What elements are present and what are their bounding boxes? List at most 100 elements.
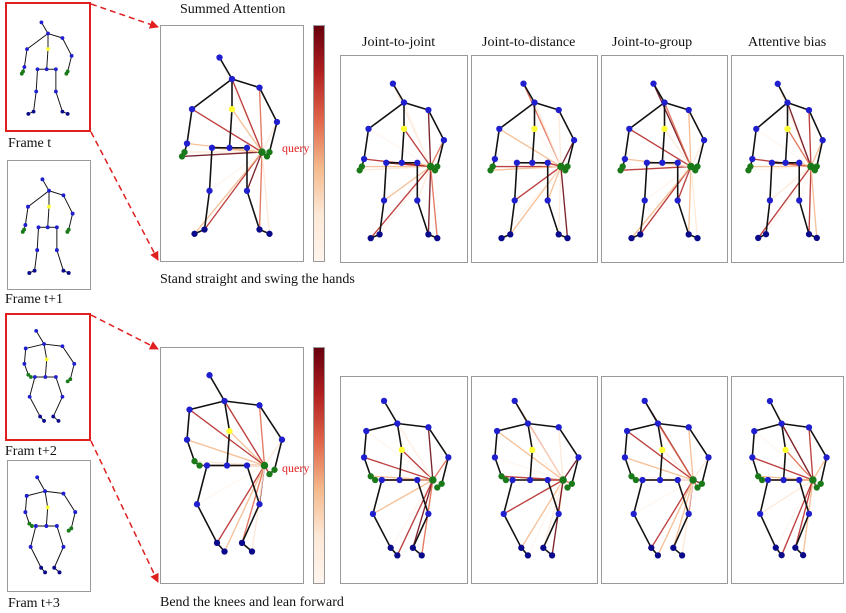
attention-arrow xyxy=(786,128,812,167)
joint-point xyxy=(796,476,803,484)
bone xyxy=(23,348,27,364)
joint-point xyxy=(53,67,58,72)
query-joint xyxy=(559,476,567,484)
joint-point xyxy=(568,480,576,487)
joint-point xyxy=(409,544,417,551)
attention-arrow xyxy=(753,430,814,481)
bone xyxy=(688,426,710,458)
bone xyxy=(36,477,46,492)
connector-bottom-2 xyxy=(90,440,159,583)
joint-point xyxy=(772,544,779,551)
attention-arrow xyxy=(500,166,562,239)
joint-point xyxy=(623,427,631,435)
frame-t2-thumbnail xyxy=(5,313,91,441)
bone xyxy=(780,423,787,451)
joint-point xyxy=(628,473,635,480)
joint-point xyxy=(39,565,44,570)
row1-joint-to-group-skeleton xyxy=(617,80,708,242)
joint-point xyxy=(367,473,374,480)
bone xyxy=(498,101,535,130)
attention-arrow xyxy=(560,166,569,239)
row1-query-label: query xyxy=(282,141,310,155)
bone xyxy=(226,431,231,466)
joint-point xyxy=(263,153,271,160)
bone xyxy=(416,479,430,515)
joint-point xyxy=(45,505,50,510)
bone xyxy=(657,422,689,429)
bone xyxy=(672,513,690,549)
joint-point xyxy=(520,80,527,87)
bone xyxy=(63,493,76,513)
joint-point xyxy=(555,106,562,114)
bone xyxy=(246,190,261,230)
bone xyxy=(787,101,810,111)
joint-point xyxy=(38,414,43,419)
attention-arrow xyxy=(794,479,814,548)
joint-point xyxy=(544,197,551,204)
joint-point xyxy=(398,159,405,166)
joint-point xyxy=(648,544,655,551)
row1-joint-to-joint-panel xyxy=(340,55,468,263)
joint-point xyxy=(805,510,813,517)
joint-point xyxy=(243,462,251,469)
bone xyxy=(30,525,37,547)
joint-point xyxy=(66,528,71,533)
bone xyxy=(56,249,64,271)
bone xyxy=(241,503,261,544)
joint-point xyxy=(42,342,46,346)
row2-joint-to-joint-panel xyxy=(340,376,468,584)
attention-arrow xyxy=(785,449,814,481)
joint-point xyxy=(745,167,752,174)
joint-point xyxy=(755,234,762,242)
query-joint xyxy=(689,476,697,484)
joint-point xyxy=(813,234,820,242)
bone xyxy=(513,162,518,201)
bone xyxy=(196,465,208,505)
joint-point xyxy=(630,510,637,518)
bone xyxy=(400,128,405,163)
bone xyxy=(659,449,664,481)
query-joint xyxy=(426,162,435,171)
bone xyxy=(35,330,45,345)
attention-arrow xyxy=(633,479,694,515)
attention-arrow xyxy=(808,110,812,167)
attention-arrow xyxy=(503,479,564,515)
attention-arrow xyxy=(203,151,263,230)
joint-point xyxy=(782,159,789,166)
bone xyxy=(416,200,430,235)
bone xyxy=(231,78,260,89)
joint-point xyxy=(507,231,514,238)
bone xyxy=(398,449,403,481)
joint-point xyxy=(35,475,40,480)
bone xyxy=(751,431,756,458)
joint-point xyxy=(60,36,65,40)
attention-arrow xyxy=(531,449,564,481)
attention-arrow xyxy=(427,166,432,235)
attention-arrow xyxy=(241,465,266,544)
bone xyxy=(29,376,36,397)
joint-point xyxy=(226,427,233,435)
joint-point xyxy=(796,197,803,204)
bone xyxy=(494,430,498,458)
joint-point xyxy=(792,544,799,551)
joint-point xyxy=(380,197,388,204)
bone xyxy=(819,457,828,484)
joint-point xyxy=(637,231,644,238)
bone xyxy=(566,139,575,167)
attention-arrow xyxy=(231,108,263,153)
bone xyxy=(652,83,666,103)
bone xyxy=(62,37,73,57)
bone xyxy=(223,400,231,432)
joint-point xyxy=(365,125,372,133)
bone xyxy=(363,128,370,160)
joint-point xyxy=(216,54,223,61)
bone xyxy=(23,363,29,375)
joint-point xyxy=(186,406,193,413)
joint-point xyxy=(674,197,681,204)
joint-point xyxy=(54,225,59,230)
row2-joint-to-group-skeleton xyxy=(621,397,712,559)
joint-point xyxy=(23,223,28,227)
joint-point xyxy=(68,377,73,382)
bone xyxy=(27,190,50,208)
attention-arrow xyxy=(527,479,564,556)
